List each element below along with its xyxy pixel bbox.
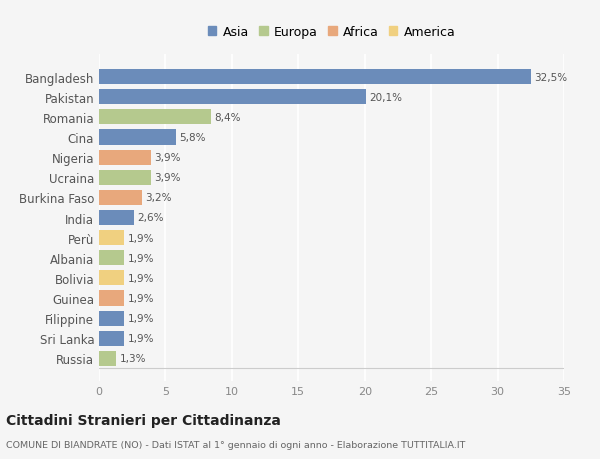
- Text: 5,8%: 5,8%: [179, 133, 206, 143]
- Bar: [99, 110, 211, 125]
- Text: 3,2%: 3,2%: [145, 193, 172, 203]
- Bar: [99, 150, 151, 165]
- Bar: [99, 351, 116, 366]
- Text: Cittadini Stranieri per Cittadinanza: Cittadini Stranieri per Cittadinanza: [6, 414, 281, 428]
- Bar: [99, 311, 124, 326]
- Text: COMUNE DI BIANDRATE (NO) - Dati ISTAT al 1° gennaio di ogni anno - Elaborazione : COMUNE DI BIANDRATE (NO) - Dati ISTAT al…: [6, 441, 466, 449]
- Bar: [99, 211, 134, 225]
- Text: 1,9%: 1,9%: [128, 334, 154, 343]
- Text: 1,9%: 1,9%: [128, 293, 154, 303]
- Text: 1,9%: 1,9%: [128, 273, 154, 283]
- Text: 1,9%: 1,9%: [128, 253, 154, 263]
- Bar: [99, 251, 124, 266]
- Bar: [99, 291, 124, 306]
- Text: 1,9%: 1,9%: [128, 233, 154, 243]
- Text: 32,5%: 32,5%: [534, 73, 567, 83]
- Bar: [99, 190, 142, 206]
- Text: 3,9%: 3,9%: [154, 153, 181, 163]
- Text: 3,9%: 3,9%: [154, 173, 181, 183]
- Text: 8,4%: 8,4%: [214, 112, 241, 123]
- Bar: [99, 170, 151, 185]
- Bar: [99, 331, 124, 346]
- Text: 1,9%: 1,9%: [128, 313, 154, 324]
- Bar: [99, 130, 176, 145]
- Bar: [99, 230, 124, 246]
- Text: 1,3%: 1,3%: [119, 353, 146, 364]
- Text: 2,6%: 2,6%: [137, 213, 163, 223]
- Bar: [99, 90, 366, 105]
- Bar: [99, 70, 531, 85]
- Legend: Asia, Europa, Africa, America: Asia, Europa, Africa, America: [204, 22, 459, 43]
- Bar: [99, 271, 124, 286]
- Text: 20,1%: 20,1%: [370, 93, 403, 102]
